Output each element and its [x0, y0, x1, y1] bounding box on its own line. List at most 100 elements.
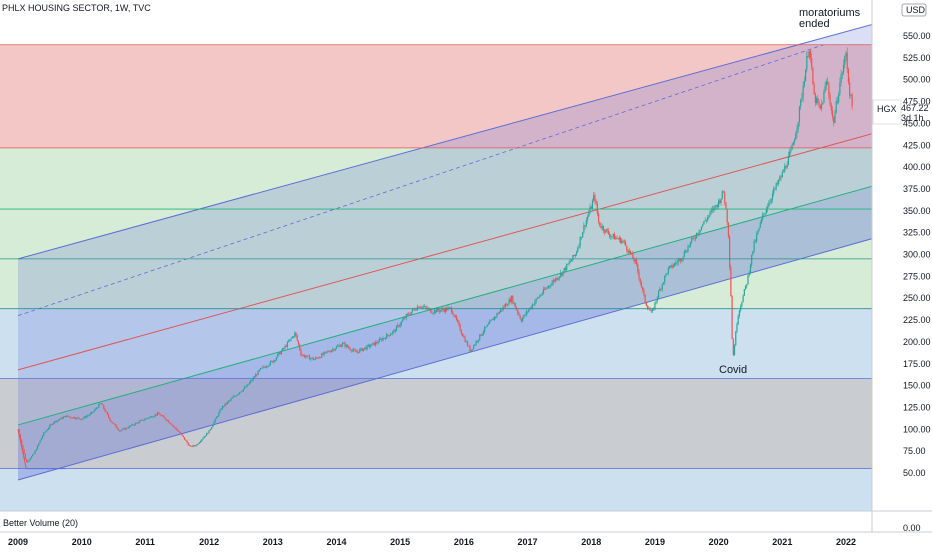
candle[interactable]: [204, 435, 207, 438]
candle[interactable]: [126, 427, 128, 429]
candle[interactable]: [27, 460, 29, 463]
candle[interactable]: [106, 411, 109, 415]
candle[interactable]: [555, 277, 557, 283]
candle[interactable]: [811, 53, 813, 71]
candle[interactable]: [820, 99, 823, 112]
candle[interactable]: [433, 309, 436, 315]
candle[interactable]: [460, 328, 462, 336]
candle[interactable]: [328, 350, 330, 353]
candle[interactable]: [539, 294, 541, 298]
candle[interactable]: [355, 348, 357, 353]
candle[interactable]: [831, 105, 834, 121]
candle[interactable]: [626, 245, 628, 253]
candle[interactable]: [312, 356, 314, 361]
candle[interactable]: [378, 337, 380, 343]
candle[interactable]: [634, 258, 636, 264]
candle[interactable]: [518, 311, 520, 317]
candle[interactable]: [438, 308, 440, 314]
candle[interactable]: [288, 339, 290, 343]
candle[interactable]: [553, 279, 556, 283]
candle[interactable]: [384, 336, 387, 341]
candle[interactable]: [177, 429, 180, 432]
candle[interactable]: [115, 424, 117, 428]
candle[interactable]: [279, 351, 281, 355]
candle[interactable]: [779, 174, 781, 182]
candle[interactable]: [273, 359, 275, 364]
candle[interactable]: [339, 344, 341, 348]
candle[interactable]: [851, 92, 853, 110]
candle[interactable]: [586, 214, 589, 224]
candle[interactable]: [480, 334, 482, 337]
candle[interactable]: [470, 349, 472, 352]
candle[interactable]: [463, 334, 465, 339]
candle[interactable]: [381, 337, 383, 342]
candle[interactable]: [455, 314, 458, 322]
candle[interactable]: [797, 121, 799, 133]
candle[interactable]: [85, 415, 88, 419]
candle[interactable]: [485, 326, 487, 329]
candle[interactable]: [507, 303, 509, 308]
candle[interactable]: [315, 356, 317, 360]
candle[interactable]: [166, 419, 169, 422]
candle[interactable]: [551, 279, 553, 286]
candle[interactable]: [164, 417, 166, 420]
candle[interactable]: [404, 315, 406, 319]
candle[interactable]: [413, 309, 415, 311]
candle[interactable]: [368, 343, 371, 349]
candle[interactable]: [90, 411, 93, 415]
candle[interactable]: [55, 420, 57, 423]
candle[interactable]: [349, 346, 351, 351]
candle[interactable]: [373, 342, 376, 346]
candle[interactable]: [192, 444, 194, 448]
candle[interactable]: [105, 410, 107, 413]
candle[interactable]: [60, 417, 62, 420]
candle[interactable]: [371, 343, 373, 346]
candle[interactable]: [753, 238, 755, 254]
candle[interactable]: [503, 304, 505, 308]
candle[interactable]: [535, 298, 537, 305]
candle[interactable]: [136, 422, 138, 424]
candle[interactable]: [562, 270, 564, 277]
candle[interactable]: [823, 89, 825, 104]
currency-label[interactable]: USD: [906, 5, 926, 15]
candle[interactable]: [335, 345, 338, 350]
candle[interactable]: [834, 109, 836, 124]
candle[interactable]: [292, 335, 295, 339]
candle[interactable]: [473, 344, 475, 350]
candle[interactable]: [824, 81, 826, 93]
candle[interactable]: [272, 360, 274, 363]
candle[interactable]: [399, 322, 401, 329]
candle[interactable]: [398, 324, 400, 328]
candle[interactable]: [704, 217, 706, 222]
candle[interactable]: [25, 458, 28, 463]
candle[interactable]: [415, 309, 417, 311]
candle[interactable]: [849, 77, 851, 99]
candle[interactable]: [79, 418, 82, 420]
candle[interactable]: [220, 408, 222, 410]
candle[interactable]: [746, 284, 748, 289]
candle[interactable]: [283, 347, 285, 350]
candle[interactable]: [656, 295, 658, 304]
candle[interactable]: [239, 392, 241, 395]
candle[interactable]: [542, 286, 545, 295]
candle[interactable]: [101, 403, 104, 406]
candle[interactable]: [492, 316, 494, 320]
candle[interactable]: [657, 289, 660, 300]
candle[interactable]: [482, 329, 485, 337]
candle[interactable]: [453, 314, 455, 318]
candle[interactable]: [332, 347, 334, 353]
candle[interactable]: [534, 299, 536, 307]
candle[interactable]: [847, 67, 850, 86]
candle[interactable]: [226, 401, 229, 405]
candle[interactable]: [340, 343, 342, 348]
candle[interactable]: [321, 352, 323, 358]
candle[interactable]: [104, 407, 106, 412]
candle[interactable]: [459, 323, 461, 332]
candle[interactable]: [218, 411, 220, 417]
candle[interactable]: [758, 227, 760, 232]
candle[interactable]: [390, 333, 393, 335]
candle[interactable]: [730, 264, 732, 297]
candle[interactable]: [62, 415, 64, 419]
candle[interactable]: [841, 71, 843, 80]
candle[interactable]: [796, 124, 798, 139]
